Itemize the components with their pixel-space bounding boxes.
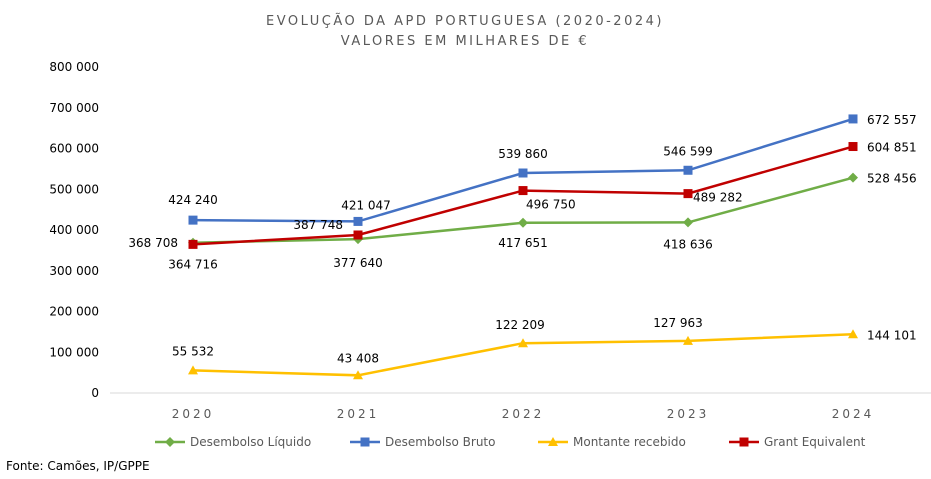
data-label: 496 750 <box>526 198 576 212</box>
chart-subtitle: VALORES EM MILHARES DE € <box>341 34 589 49</box>
y-tick-label: 500 000 <box>49 182 99 196</box>
y-tick-label: 100 000 <box>49 345 99 359</box>
y-tick-label: 600 000 <box>49 142 99 156</box>
data-point-marker <box>848 172 858 183</box>
source-note: Fonte: Camões, IP/GPPE <box>6 459 150 473</box>
x-tick-label: 2021 <box>337 407 380 421</box>
data-point-marker <box>188 365 198 375</box>
y-tick-label: 0 <box>91 386 99 400</box>
data-label: 546 599 <box>663 144 713 158</box>
data-label: 387 748 <box>293 218 343 232</box>
data-point-marker <box>848 142 858 152</box>
data-label: 418 636 <box>663 237 713 251</box>
data-point-marker <box>683 189 693 199</box>
data-label: 424 240 <box>168 193 218 207</box>
data-label: 421 047 <box>341 198 391 212</box>
x-tick-label: 2020 <box>172 407 215 421</box>
legend-marker <box>165 437 175 447</box>
data-label: 55 532 <box>172 344 214 358</box>
legend-label: Grant Equivalent <box>764 435 866 449</box>
data-point-marker <box>518 217 528 228</box>
y-tick-label: 300 000 <box>49 264 99 278</box>
data-label: 368 708 <box>128 236 178 250</box>
y-tick-label: 800 000 <box>49 60 99 74</box>
y-tick-label: 200 000 <box>49 305 99 319</box>
legend-marker <box>548 437 558 446</box>
legend-label: Desembolso Bruto <box>385 435 495 449</box>
data-label: 417 651 <box>498 236 548 250</box>
data-point-marker <box>188 239 198 249</box>
data-point-marker <box>518 186 528 196</box>
data-point-marker <box>518 168 528 178</box>
data-label: 489 282 <box>693 191 743 205</box>
data-label: 604 851 <box>867 141 917 155</box>
y-tick-label: 400 000 <box>49 223 99 237</box>
data-point-marker <box>848 114 858 124</box>
legend-label: Desembolso Líquido <box>190 435 311 449</box>
data-point-marker <box>188 215 198 225</box>
data-label: 122 209 <box>495 318 545 332</box>
data-label: 528 456 <box>867 172 917 186</box>
legend-marker <box>360 437 370 447</box>
data-point-marker <box>683 335 693 345</box>
x-tick-label: 2022 <box>502 407 545 421</box>
x-tick-label: 2023 <box>667 407 710 421</box>
y-tick-label: 700 000 <box>49 101 99 115</box>
data-point-marker <box>848 329 858 339</box>
data-label: 144 101 <box>867 328 917 342</box>
data-point-marker <box>518 338 528 348</box>
data-point-marker <box>683 217 693 228</box>
data-point-marker <box>353 370 363 380</box>
data-label: 127 963 <box>653 316 703 330</box>
data-label: 43 408 <box>337 351 379 365</box>
data-point-marker <box>683 165 693 175</box>
legend-marker <box>739 437 749 447</box>
chart-title: EVOLUÇÃO DA APD PORTUGUESA (2020-2024) <box>266 13 664 29</box>
legend-label: Montante recebido <box>573 435 686 449</box>
data-label: 539 860 <box>498 147 548 161</box>
data-label: 672 557 <box>867 113 917 127</box>
data-point-marker <box>353 230 363 240</box>
data-label: 364 716 <box>168 257 218 271</box>
series-line <box>192 145 854 246</box>
data-label: 377 640 <box>333 256 383 270</box>
x-tick-label: 2024 <box>832 407 875 421</box>
data-point-marker <box>353 216 363 226</box>
